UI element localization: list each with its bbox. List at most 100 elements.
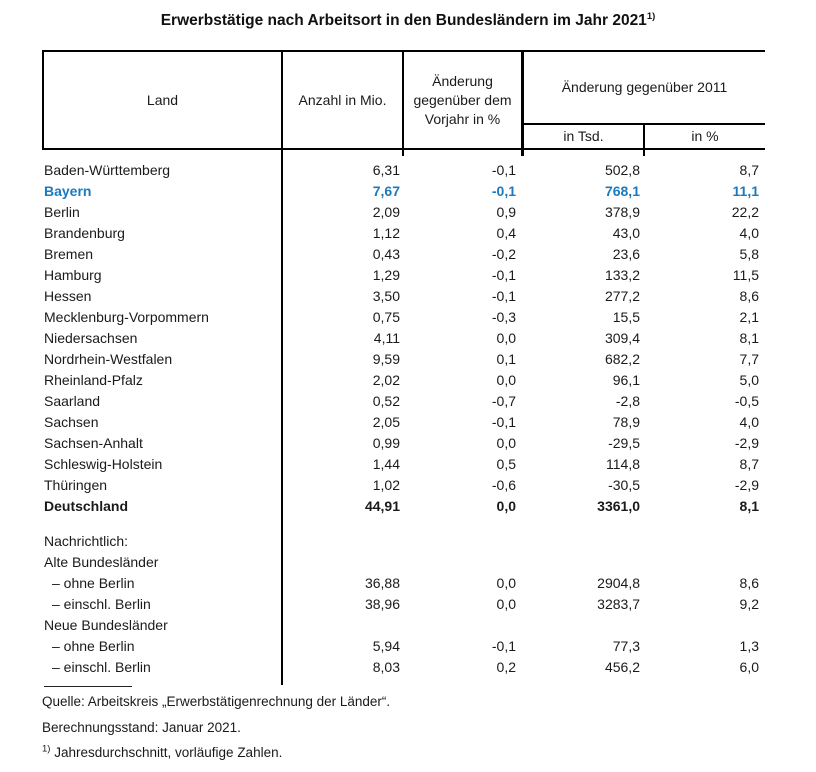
row-vorjahr-value: 0,9	[496, 204, 516, 220]
row-anzahl-value: 36,88	[364, 575, 400, 591]
group-2011-thick-divider	[521, 50, 524, 156]
row-label: Hamburg	[44, 267, 102, 283]
row-tsd-value: 96,1	[612, 372, 640, 388]
table-row-17: Nachrichtlich:	[42, 531, 765, 552]
footnote-separator-rule	[44, 686, 132, 687]
row-tsd-value: 277,2	[604, 288, 640, 304]
table-row-9: Nordrhein-Westfalen 9,59 0,1 682,2 7,7	[42, 349, 765, 370]
row-tsd-value: 2904,8	[597, 575, 640, 591]
table-row-3: Brandenburg 1,12 0,4 43,0 4,0	[42, 223, 765, 244]
table-row-20: – einschl. Berlin 38,96 0,0 3283,7 9,2	[42, 594, 765, 615]
row-anzahl-value: 8,03	[372, 659, 400, 675]
row-vorjahr-value: 0,2	[496, 659, 516, 675]
row-vorjahr-value: -0,6	[491, 477, 516, 493]
row-pct-value: 4,0	[739, 225, 759, 241]
column-header-vorjahr: Änderung gegenüber dem Vorjahr in %	[413, 72, 512, 127]
row-label: Rheinland-Pfalz	[44, 372, 143, 388]
row-label: Nordrhein-Westfalen	[44, 351, 173, 367]
table-row-6: Hessen 3,50 -0,1 277,2 8,6	[42, 286, 765, 307]
table-row-1: Bayern 7,67 -0,1 768,1 11,1	[42, 181, 765, 202]
table-row-8: Niedersachsen 4,11 0,0 309,4 8,1	[42, 328, 765, 349]
row-label: Schleswig-Holstein	[44, 456, 163, 472]
table-row-7: Mecklenburg-Vorpommern 0,75 -0,3 15,5 2,…	[42, 307, 765, 328]
row-anzahl-value: 0,43	[372, 246, 400, 262]
row-pct-value: -2,9	[734, 435, 759, 451]
row-vorjahr-value: 0,1	[496, 351, 516, 367]
row-tsd-value: 3361,0	[597, 498, 640, 514]
row-vorjahr-value: 0,5	[496, 456, 516, 472]
column-header-pct: in %	[691, 128, 719, 144]
row-label: Sachsen-Anhalt	[44, 435, 143, 451]
row-pct-value: 8,7	[739, 162, 759, 178]
row-label: Alte Bundesländer	[44, 554, 159, 570]
row-label: – einschl. Berlin	[52, 596, 151, 612]
row-vorjahr-value: 0,0	[496, 498, 516, 514]
row-anzahl-value: 1,44	[372, 456, 400, 472]
table-row-16: Deutschland 44,91 0,0 3361,0 8,1	[42, 496, 765, 517]
row-label: Brandenburg	[44, 225, 125, 241]
page-title-text: Erwerbstätige nach Arbeitsort in den Bun…	[160, 12, 647, 29]
row-tsd-value: 682,2	[604, 351, 640, 367]
row-pct-value: 8,6	[739, 288, 759, 304]
column-header-land: Land	[146, 91, 179, 108]
row-vorjahr-value: 0,0	[496, 372, 516, 388]
column-header-group-2011: Änderung gegenüber 2011	[561, 79, 728, 95]
row-pct-value: -0,5	[734, 393, 759, 409]
row-anzahl-value: 1,12	[372, 225, 400, 241]
row-anzahl-value: 2,02	[372, 372, 400, 388]
table-row-18: Alte Bundesländer	[42, 552, 765, 573]
row-label: Saarland	[44, 393, 101, 409]
row-vorjahr-value: -0,1	[491, 638, 516, 654]
footnote-text: Jahresdurchschnitt, vorläufige Zahlen.	[54, 745, 283, 760]
footnote-marker: 1)	[42, 743, 51, 755]
row-label: Bayern	[44, 183, 92, 199]
row-label: Thüringen	[44, 477, 108, 493]
row-tsd-value: 378,9	[604, 204, 640, 220]
row-tsd-value: 78,9	[612, 414, 640, 430]
row-vorjahr-value: 0,0	[496, 330, 516, 346]
row-label: Nachrichtlich:	[44, 533, 129, 549]
row-anzahl-value: 7,67	[372, 183, 400, 199]
table-row-14: Schleswig-Holstein 1,44 0,5 114,8 8,7	[42, 454, 765, 475]
tsd-pct-divider	[643, 123, 645, 156]
row-vorjahr-value: -0,1	[491, 414, 516, 430]
row-anzahl-value: 44,91	[364, 498, 400, 514]
table-row-11: Saarland 0,52 -0,7 -2,8 -0,5	[42, 391, 765, 412]
row-label: Deutschland	[44, 498, 129, 514]
table-body: Baden-Württemberg 6,31 -0,1 502,8 8,7 Ba…	[42, 160, 765, 678]
row-vorjahr-value: 0,0	[496, 596, 516, 612]
row-anzahl-value: 4,11	[373, 330, 400, 346]
row-anzahl-value: 38,96	[364, 596, 400, 612]
row-pct-value: 7,7	[739, 351, 759, 367]
row-vorjahr-value: -0,7	[491, 393, 516, 409]
row-pct-value: 8,1	[739, 498, 759, 514]
table-row-10: Rheinland-Pfalz 2,02 0,0 96,1 5,0	[42, 370, 765, 391]
row-label: Sachsen	[44, 414, 99, 430]
table-row-0: Baden-Württemberg 6,31 -0,1 502,8 8,7	[42, 160, 765, 181]
row-vorjahr-value: 0,0	[496, 435, 516, 451]
row-tsd-value: 77,3	[612, 638, 640, 654]
row-label: Neue Bundesländer	[44, 617, 168, 633]
table-row-21: Neue Bundesländer	[42, 615, 765, 636]
table-row-12: Sachsen 2,05 -0,1 78,9 4,0	[42, 412, 765, 433]
row-vorjahr-value: -0,1	[491, 288, 516, 304]
row-tsd-value: 23,6	[612, 246, 640, 262]
row-label: Hessen	[44, 288, 92, 304]
row-anzahl-value: 1,02	[372, 477, 400, 493]
row-tsd-value: -29,5	[608, 435, 640, 451]
table-row-19: – ohne Berlin 36,88 0,0 2904,8 8,6	[42, 573, 765, 594]
row-anzahl-value: 0,75	[372, 309, 400, 325]
column-header-anzahl: Anzahl in Mio.	[298, 91, 387, 108]
title-footnote-marker: 1)	[646, 10, 656, 22]
row-pct-value: 4,0	[739, 414, 759, 430]
row-anzahl-value: 6,31	[372, 162, 400, 178]
row-tsd-value: 133,2	[604, 267, 640, 283]
row-pct-value: 11,1	[732, 183, 759, 199]
row-anzahl-value: 1,29	[372, 267, 400, 283]
row-tsd-value: 309,4	[604, 330, 640, 346]
row-tsd-value: 43,0	[612, 225, 640, 241]
row-vorjahr-value: 0,0	[496, 575, 516, 591]
table-row-22: – ohne Berlin 5,94 -0,1 77,3 1,3	[42, 636, 765, 657]
row-tsd-value: -30,5	[608, 477, 640, 493]
row-tsd-value: 768,1	[604, 183, 640, 199]
